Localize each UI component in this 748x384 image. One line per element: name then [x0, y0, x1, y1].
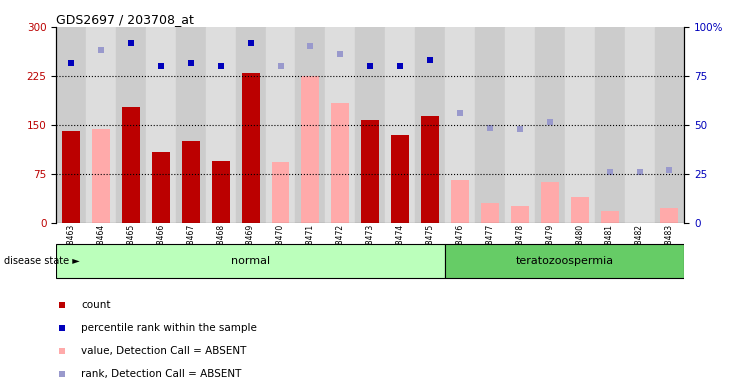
Text: teratozoospermia: teratozoospermia	[515, 256, 614, 266]
Text: rank, Detection Call = ABSENT: rank, Detection Call = ABSENT	[82, 369, 242, 379]
Bar	[421, 116, 439, 223]
Bar	[571, 197, 589, 223]
Bar	[331, 103, 349, 223]
Text: value, Detection Call = ABSENT: value, Detection Call = ABSENT	[82, 346, 247, 356]
Bar	[206, 27, 236, 223]
Bar	[92, 129, 110, 223]
Bar	[116, 27, 146, 223]
Bar	[660, 209, 678, 223]
Bar	[601, 211, 619, 223]
Bar	[355, 27, 385, 223]
Bar	[535, 27, 565, 223]
FancyBboxPatch shape	[56, 244, 445, 278]
Bar	[445, 27, 475, 223]
Bar	[541, 182, 559, 223]
Bar	[212, 161, 230, 223]
FancyBboxPatch shape	[445, 244, 684, 278]
Bar	[451, 180, 469, 223]
Bar	[301, 76, 319, 223]
Bar	[415, 27, 445, 223]
Bar	[62, 131, 80, 223]
Bar	[481, 203, 499, 223]
Bar	[654, 27, 684, 223]
Text: disease state ►: disease state ►	[4, 256, 79, 266]
Text: count: count	[82, 300, 111, 310]
Bar	[266, 27, 295, 223]
Bar	[272, 162, 289, 223]
Bar	[565, 27, 595, 223]
Bar	[86, 27, 116, 223]
Bar	[505, 27, 535, 223]
Bar	[295, 27, 325, 223]
Bar	[391, 135, 409, 223]
Bar	[176, 27, 206, 223]
Bar	[385, 27, 415, 223]
Bar	[146, 27, 176, 223]
Bar	[595, 27, 625, 223]
Bar	[511, 207, 529, 223]
Text: GDS2697 / 203708_at: GDS2697 / 203708_at	[56, 13, 194, 26]
Bar	[625, 27, 654, 223]
Bar	[325, 27, 355, 223]
Text: normal: normal	[231, 256, 270, 266]
Bar	[242, 73, 260, 223]
Bar	[236, 27, 266, 223]
Bar	[475, 27, 505, 223]
Bar	[122, 106, 140, 223]
Bar	[361, 119, 379, 223]
Bar	[182, 141, 200, 223]
Text: percentile rank within the sample: percentile rank within the sample	[82, 323, 257, 333]
Bar	[56, 27, 86, 223]
Bar	[152, 152, 170, 223]
